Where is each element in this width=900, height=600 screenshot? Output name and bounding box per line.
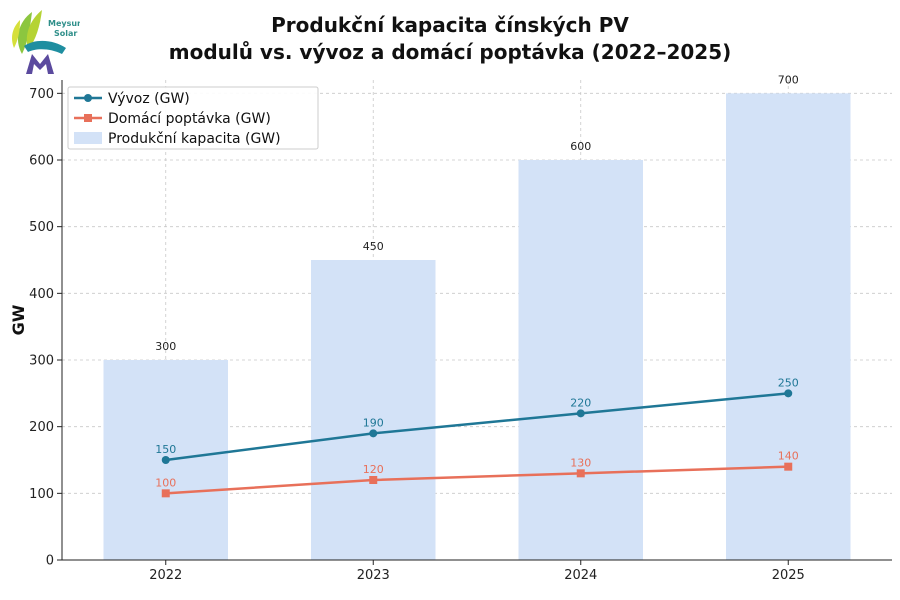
legend-label: Produkční kapacita (GW) xyxy=(108,131,281,147)
x-tick-label: 2025 xyxy=(772,568,805,583)
y-tick-label: 100 xyxy=(29,487,54,502)
legend-box xyxy=(67,86,319,150)
legend-marker-domestic xyxy=(84,114,92,122)
line-series: 150 190 220 250 100 120 130 140 xyxy=(155,376,799,498)
legend-label: Vývoz (GW) xyxy=(108,91,190,107)
domestic-point xyxy=(369,476,378,484)
leaf-icon xyxy=(12,10,42,54)
x-tick-label: 2024 xyxy=(564,568,597,583)
x-tick-label: 2022 xyxy=(149,568,182,583)
y-tick-label: 700 xyxy=(29,87,54,102)
y-axis-label: GW xyxy=(9,304,28,335)
export-value-label: 150 xyxy=(155,443,176,456)
domestic-point xyxy=(576,469,585,478)
svg-text:Meysun: Meysun xyxy=(48,19,80,28)
capacity-bar-label: 600 xyxy=(570,140,591,153)
y-tick-label: 200 xyxy=(29,420,54,435)
y-tick-label: 300 xyxy=(29,354,54,369)
y-tick-label: 600 xyxy=(29,154,54,169)
export-line xyxy=(165,392,789,462)
bar-series: 300 450 600 700 xyxy=(103,73,851,560)
domestic-line xyxy=(165,465,789,495)
meysun-solar-logo: Meysun Solar xyxy=(12,10,80,74)
export-value-label: 220 xyxy=(570,396,591,409)
legend-swatch-capacity xyxy=(74,132,102,144)
export-point xyxy=(576,409,585,418)
y-tick-label: 500 xyxy=(29,220,54,235)
legend-marker-export xyxy=(84,94,92,102)
export-value-label: 190 xyxy=(363,416,384,429)
panel-icon xyxy=(24,40,66,54)
chart-title-line-2: modulů vs. vývoz a domácí poptávka (2022… xyxy=(168,40,732,64)
domestic-value-label: 120 xyxy=(363,463,384,476)
chart-title: Produkční kapacita čínských PV modulů vs… xyxy=(0,12,900,66)
export-point xyxy=(161,456,170,464)
export-point xyxy=(369,429,378,438)
y-tick-label: 400 xyxy=(29,287,54,302)
chart-title-line-1: Produkční kapacita čínských PV xyxy=(271,13,629,37)
domestic-value-label: 130 xyxy=(570,456,591,469)
capacity-bar xyxy=(726,93,851,560)
legend-label: Domácí poptávka (GW) xyxy=(108,111,271,127)
y-tick-label: 0 xyxy=(46,554,54,569)
export-point xyxy=(784,389,793,398)
m-letter-icon xyxy=(26,54,54,74)
domestic-point xyxy=(784,462,793,471)
domestic-value-label: 140 xyxy=(778,450,799,463)
domestic-value-label: 100 xyxy=(155,476,176,489)
legend: Vývoz (GW) Domácí poptávka (GW) Produkční … xyxy=(67,86,319,150)
x-tick-label: 2023 xyxy=(357,568,390,583)
axes: 0 100 200 300 400 500 600 700 2022 2023 2024 2025 GW xyxy=(9,80,892,583)
capacity-bar xyxy=(518,160,643,560)
capacity-bar-label: 450 xyxy=(363,240,384,253)
capacity-bar-label: 700 xyxy=(778,73,799,86)
domestic-point xyxy=(161,489,170,498)
capacity-bar-label: 300 xyxy=(155,340,176,353)
export-value-label: 250 xyxy=(778,376,799,389)
svg-text:Solar: Solar xyxy=(54,29,77,38)
capacity-bar xyxy=(311,260,436,560)
